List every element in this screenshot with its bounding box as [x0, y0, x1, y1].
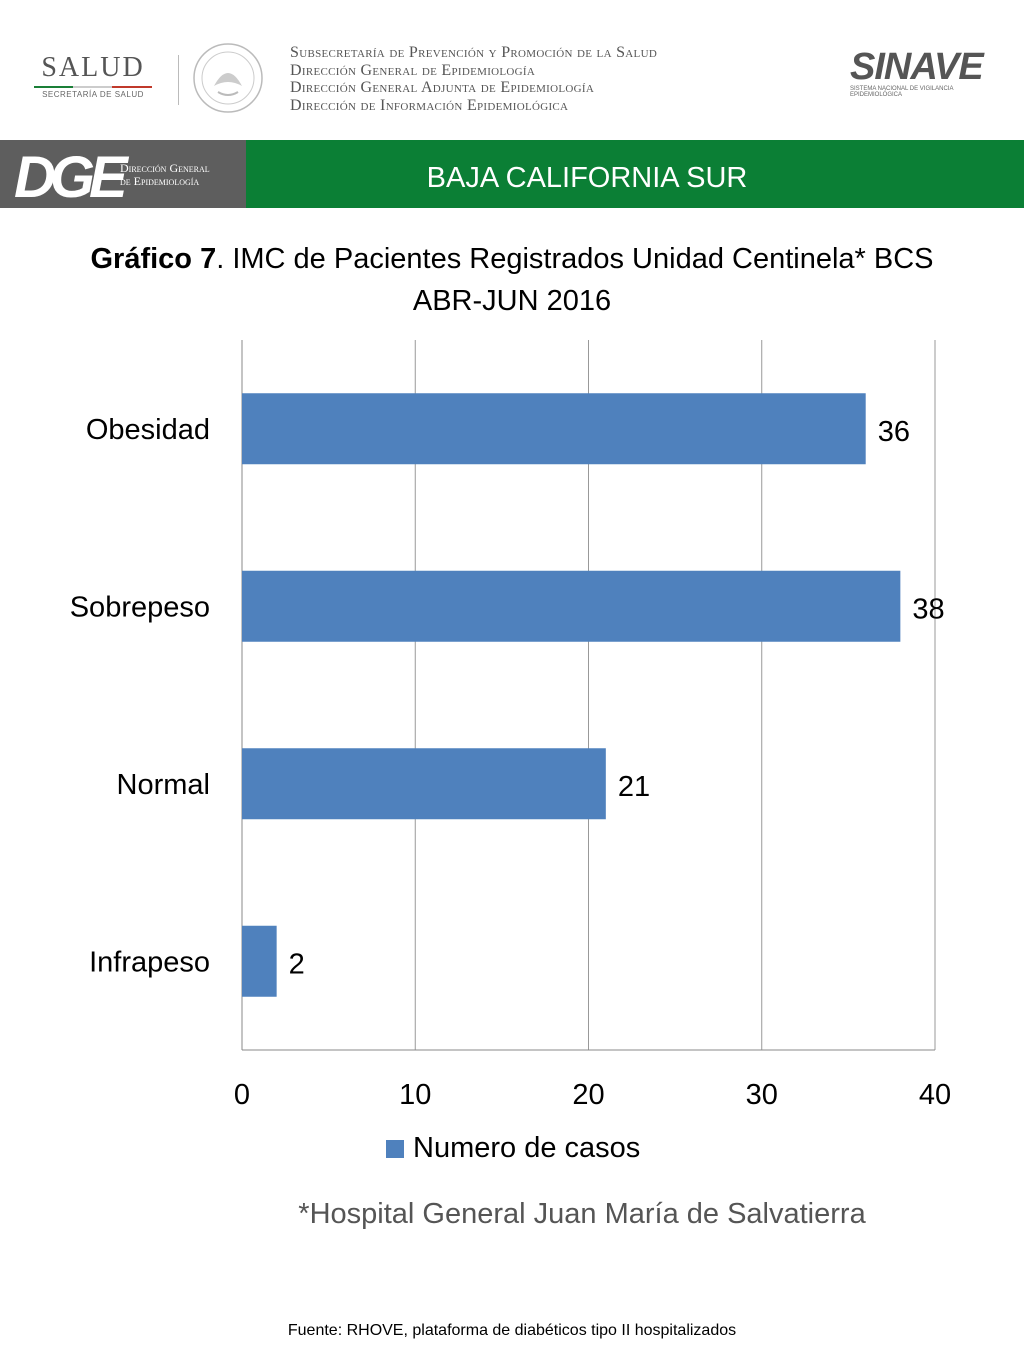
category-label: Infrapeso — [89, 946, 210, 978]
chart-title-line-1: Gráfico 7. IMC de Pacientes Registrados … — [0, 238, 1024, 280]
salud-logo-stripe — [34, 86, 152, 88]
legend-swatch — [386, 1139, 404, 1158]
national-seal-icon — [193, 43, 263, 113]
salud-logo-text: SALUD — [41, 52, 145, 83]
x-tick-label: 40 — [919, 1079, 951, 1111]
chart-title-text: . IMC de Pacientes Registrados Unidad Ce… — [216, 243, 934, 275]
category-label: Sobrepeso — [70, 591, 210, 623]
x-tick-label: 30 — [746, 1079, 778, 1111]
salud-logo-subtext: SECRETARÍA DE SALUD — [42, 90, 144, 99]
dge-subtext-1: Dirección General — [120, 161, 210, 175]
chart-title-number: Gráfico 7 — [90, 243, 217, 275]
sinave-logo: SINAVE SISTEMA NACIONAL DE VIGILANCIA EP… — [850, 46, 992, 98]
org-line-2: Dirección General de Epidemiología — [290, 61, 536, 79]
org-line-4: Dirección de Información Epidemiológica — [290, 96, 569, 114]
dge-logo-subtext: Dirección General de Epidemiología — [120, 162, 210, 188]
region-title: BAJA CALIFORNIA SUR — [426, 162, 748, 194]
chart-title-line-2: ABR-JUN 2016 — [412, 285, 612, 317]
organization-lines: Subsecretaría de Prevención y Promoción … — [290, 44, 657, 114]
bar — [242, 748, 606, 820]
org-line-1: Subsecretaría de Prevención y Promoción … — [290, 44, 658, 61]
footnote: *Hospital General Juan María de Salvatie… — [298, 1198, 866, 1230]
chart-legend: Numero de casos — [386, 1132, 640, 1165]
data-label: 36 — [878, 416, 910, 448]
region-title-block: BAJA CALIFORNIA SUR — [246, 140, 1024, 208]
logo-divider — [178, 55, 179, 105]
x-tick-label: 10 — [399, 1079, 431, 1111]
bar-chart: 0 10 20 30 40 Obesidad 36 Sobrepeso 38 Normal 21 In… — [70, 340, 951, 1111]
source-note: Fuente: RHOVE, plataforma de diabéticos … — [287, 1322, 737, 1339]
bar — [242, 925, 277, 997]
page-header: SALUD SECRETARÍA DE SALUD Subsecretaría … — [0, 0, 1024, 140]
x-tick-label: 0 — [234, 1079, 250, 1111]
bar — [242, 393, 866, 465]
region-band: DGE Dirección General de Epidemiología B… — [0, 140, 1024, 210]
org-line-3: Dirección General Adjunta de Epidemiolog… — [290, 79, 595, 96]
chart-title: Gráfico 7. IMC de Pacientes Registrados … — [0, 238, 1024, 322]
data-label: 38 — [912, 593, 944, 625]
data-label: 2 — [289, 948, 305, 980]
x-tick-label: 20 — [572, 1079, 604, 1111]
data-label: 21 — [618, 771, 650, 803]
bar — [242, 570, 901, 642]
salud-logo: SALUD SECRETARÍA DE SALUD — [28, 52, 158, 99]
dge-subtext-2: de Epidemiología — [120, 174, 200, 188]
dge-logo-text: DGE — [14, 145, 128, 210]
category-label: Normal — [117, 769, 210, 801]
category-label: Obesidad — [86, 414, 210, 446]
sinave-logo-text: SINAVE — [850, 46, 984, 88]
legend-label: Numero de casos — [413, 1132, 641, 1164]
sinave-logo-subtext: SISTEMA NACIONAL DE VIGILANCIA EPIDEMIOL… — [850, 86, 954, 98]
dge-logo-block: DGE Dirección General de Epidemiología — [0, 140, 246, 210]
